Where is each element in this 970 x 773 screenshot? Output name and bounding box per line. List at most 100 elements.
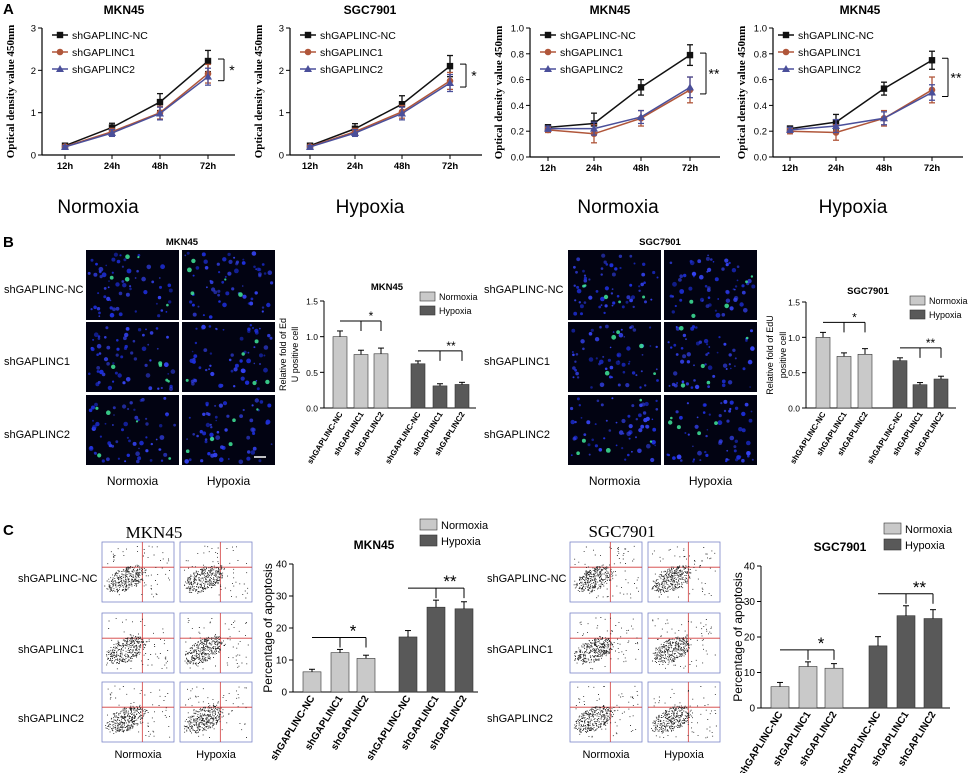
nucleus-dot (99, 369, 104, 375)
nucleus-dot (621, 362, 626, 367)
nucleus-dot (149, 331, 154, 335)
nucleus-dot (704, 363, 707, 366)
edu-positive-dot (706, 380, 711, 385)
nucleus-dot (104, 336, 107, 339)
condition-label: Normoxia (57, 197, 139, 218)
nucleus-dot (693, 364, 695, 367)
nucleus-dot (210, 426, 213, 429)
nucleus-dot (217, 289, 221, 293)
nucleus-dot (97, 337, 101, 340)
nucleus-dot (714, 309, 718, 312)
nucleus-dot (213, 290, 218, 295)
nucleus-dot (734, 365, 736, 368)
bar (398, 636, 418, 693)
nucleus-dot (744, 402, 749, 407)
nucleus-dot (675, 410, 679, 414)
nucleus-dot (644, 300, 647, 304)
nucleus-dot (115, 353, 119, 357)
nucleus-dot (222, 401, 228, 406)
nucleus-dot (117, 373, 122, 378)
edu-positive-dot (603, 294, 609, 300)
nucleus-dot (163, 452, 168, 457)
nucleus-dot (218, 271, 221, 274)
marker-square (156, 98, 164, 106)
nucleus-dot (580, 417, 583, 419)
flow-plot-frame (179, 612, 253, 674)
nucleus-dot (93, 305, 97, 310)
y-tick-label: 30 (276, 592, 288, 603)
nucleus-dot (736, 265, 740, 269)
nucleus-dot (695, 326, 698, 329)
y-tick-label: 0 (749, 704, 755, 715)
nucleus-dot (155, 302, 158, 305)
x-tick-label: 12h (302, 161, 319, 172)
edu-positive-dot (668, 420, 673, 425)
nucleus-dot (583, 276, 588, 280)
nucleus-dot (228, 358, 232, 362)
marker-triangle (398, 109, 406, 117)
nucleus-dot (579, 304, 584, 309)
nucleus-dot (214, 404, 217, 407)
marker-square (446, 62, 454, 70)
nucleus-dot (703, 338, 709, 344)
nucleus-dot (222, 257, 227, 262)
y-tick-label: 40 (276, 560, 288, 571)
nucleus-dot (256, 267, 261, 272)
nucleus-dot (734, 357, 737, 360)
nucleus-dot (704, 450, 707, 454)
y-axis-title: U positive cell (290, 327, 300, 383)
edu-positive-dot (697, 431, 701, 436)
nucleus-dot (234, 363, 239, 368)
column-label: Hypoxia (207, 474, 251, 488)
nucleus-dot (746, 440, 751, 446)
edu-positive-dot (745, 336, 749, 340)
nucleus-dot (673, 343, 677, 347)
nucleus-dot (667, 341, 670, 344)
series-line (309, 82, 451, 148)
nucleus-dot (239, 359, 243, 363)
nucleus-dot (615, 444, 618, 447)
edu-positive-dot (168, 457, 172, 460)
nucleus-dot (127, 407, 130, 411)
event-scatter (105, 685, 171, 738)
nucleus-dot (202, 431, 207, 436)
nucleus-dot (590, 328, 594, 332)
nucleus-dot (270, 281, 274, 285)
edu-positive-dot (700, 363, 705, 369)
nucleus-dot (217, 293, 221, 297)
nucleus-dot (655, 408, 659, 411)
nucleus-dot (749, 386, 751, 388)
nucleus-dot (652, 270, 656, 275)
marker-triangle (108, 128, 116, 136)
y-tick-label: 3 (31, 24, 36, 35)
nucleus-dot (627, 414, 631, 418)
nucleus-dot (728, 353, 732, 357)
nucleus-dot (136, 459, 140, 464)
nucleus-dot (588, 295, 593, 300)
significance-mark: ** (951, 69, 962, 85)
edu-positive-dot (106, 410, 111, 416)
nucleus-dot (108, 280, 110, 282)
nucleus-dot (594, 423, 597, 426)
edu-positive-dot (238, 292, 243, 297)
nucleus-dot (644, 401, 649, 407)
nucleus-dot (623, 336, 626, 338)
nucleus-dot (669, 294, 673, 298)
nucleus-dot (690, 386, 694, 389)
nucleus-dot (92, 338, 95, 341)
nucleus-dot (145, 328, 147, 331)
legend-label: shGAPLINC-NC (798, 30, 874, 42)
nucleus-dot (575, 270, 578, 274)
bar (815, 337, 831, 409)
nucleus-dot (103, 287, 107, 290)
row-label: shGAPLINC1 (18, 644, 84, 656)
nucleus-dot (112, 307, 116, 312)
nucleus-dot (728, 363, 731, 366)
nucleus-dot (246, 358, 252, 364)
x-tick-label: 12h (540, 163, 557, 174)
nucleus-dot (611, 272, 616, 277)
marker-square (928, 57, 936, 64)
nucleus-dot (93, 332, 99, 338)
nucleus-dot (576, 288, 582, 294)
nucleus-dot (570, 419, 575, 425)
